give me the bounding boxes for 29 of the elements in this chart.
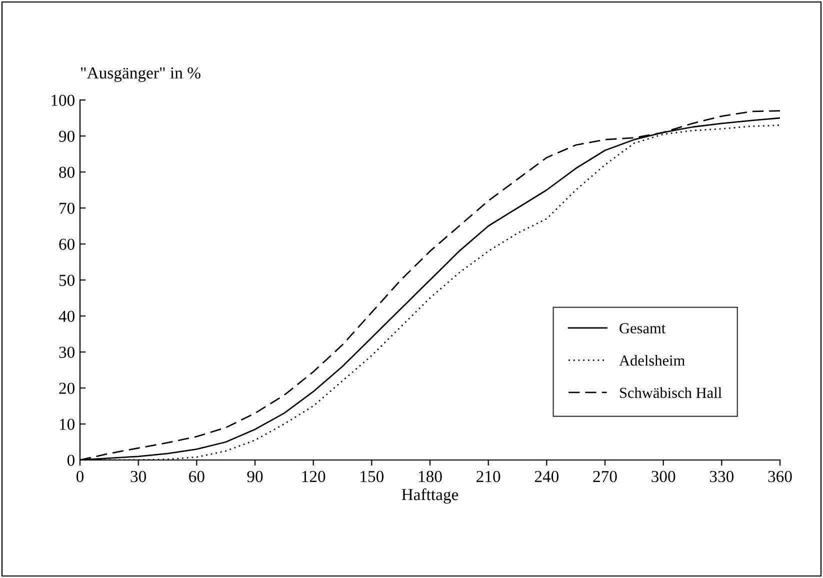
- y-tick-label: 80: [59, 166, 75, 178]
- y-tick-label: 10: [60, 418, 75, 430]
- y-tick-label: 70: [60, 202, 75, 214]
- y-tick-label: 50: [59, 274, 75, 286]
- x-tick-label: 270: [593, 470, 617, 482]
- x-tick-label: 120: [302, 470, 326, 482]
- y-axis-title: "Ausgänger" in %: [81, 67, 200, 82]
- y-tick-label: 100: [52, 94, 75, 106]
- x-tick-label: 90: [247, 470, 263, 482]
- x-axis-title: Hafttage: [402, 488, 458, 504]
- legend-label: Gesamt: [620, 323, 666, 334]
- y-tick-label: 30: [59, 346, 75, 358]
- x-tick-label: 240: [534, 470, 559, 482]
- y-tick-label: 90: [59, 130, 75, 142]
- y-tick-label: 20: [59, 382, 75, 394]
- legend-label: Adelsheim: [619, 354, 685, 366]
- x-tick-label: 210: [476, 470, 500, 482]
- y-tick-label: 40: [58, 310, 75, 322]
- x-tick-label: 60: [189, 470, 204, 482]
- x-tick-label: 360: [768, 470, 792, 482]
- x-tick-label: 180: [418, 470, 442, 482]
- y-tick-label: 0: [67, 454, 75, 466]
- x-tick-label: 330: [710, 470, 734, 482]
- x-tick-label: 300: [652, 470, 676, 482]
- x-tick-label: 30: [130, 470, 146, 482]
- y-tick-label: 60: [59, 238, 75, 250]
- legend-label: Schwäbisch Hall: [620, 387, 722, 398]
- x-tick-label: 150: [360, 470, 384, 482]
- x-tick-label: 0: [76, 470, 84, 482]
